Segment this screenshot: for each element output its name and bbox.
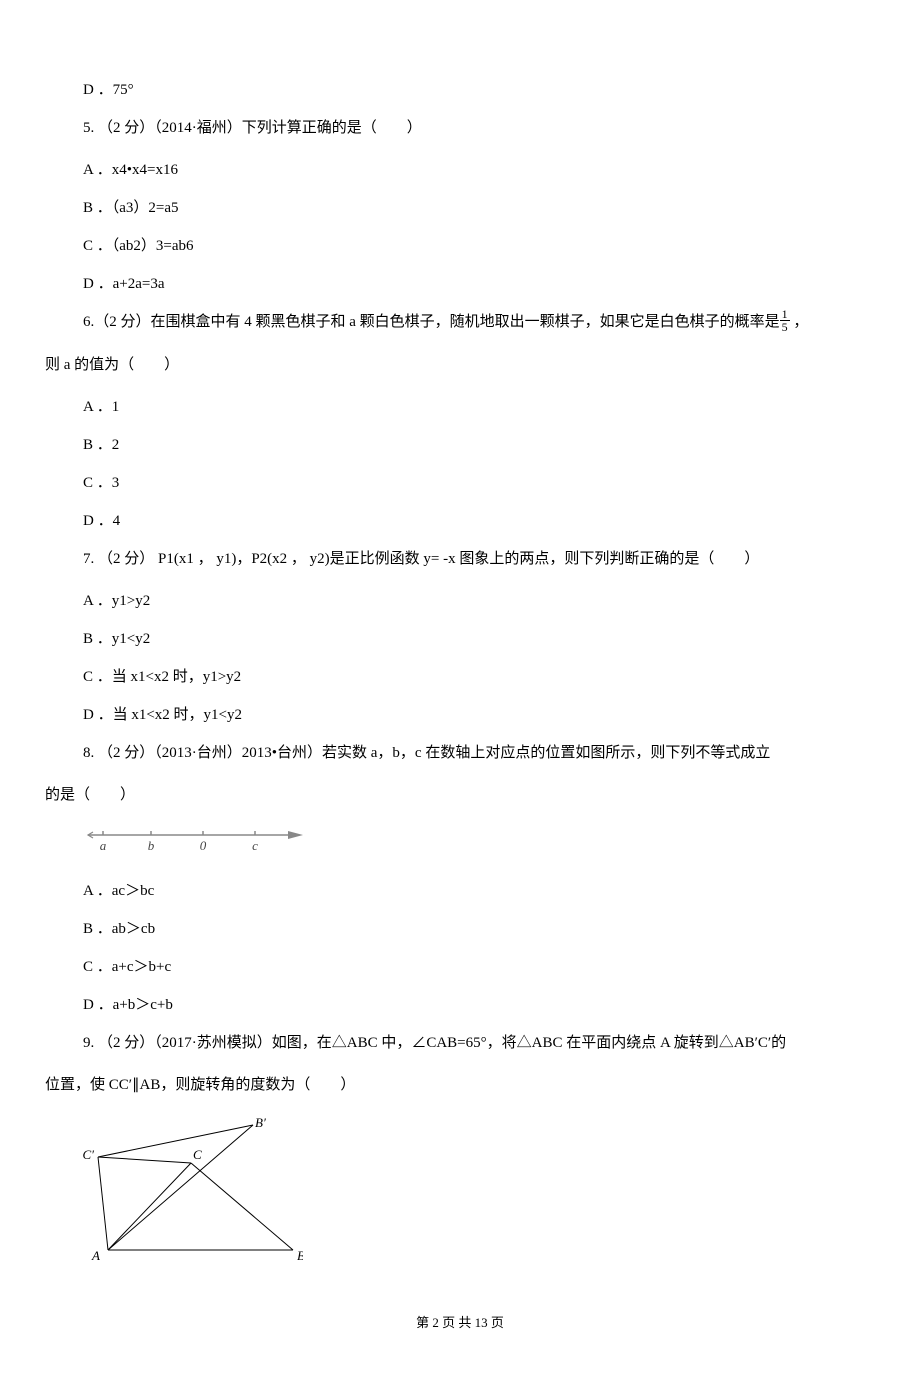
svg-text:c: c (252, 838, 258, 853)
svg-text:a: a (100, 838, 107, 853)
svg-text:A: A (91, 1248, 100, 1260)
q6-fraction: 15 (780, 308, 790, 333)
svg-text:b: b (148, 838, 155, 853)
q5-option-d: D ．a+2a=3a (45, 272, 875, 296)
svg-text:C′: C′ (83, 1147, 94, 1162)
q8-number-line: a b 0 c (83, 825, 875, 863)
q6-option-c: C ．3 (45, 471, 875, 495)
q8-stem-line2: 的是（ ） (45, 783, 875, 807)
svg-text:0: 0 (200, 838, 207, 853)
q5-option-b: B ．（a3）2=a5 (45, 196, 875, 220)
q6-option-a: A ．1 (45, 395, 875, 419)
q8-option-b: B ．ab＞cb (45, 917, 875, 941)
q4-option-d: D ．75° (45, 78, 875, 102)
q5-stem: 5. （2 分）（2014·福州）下列计算正确的是（ ） (45, 116, 875, 140)
q7-option-d: D ．当 x1<x2 时，y1<y2 (45, 703, 875, 727)
q6-fraction-den: 5 (780, 321, 790, 333)
q7-option-c: C ．当 x1<x2 时，y1>y2 (45, 665, 875, 689)
q9-figure: A B C C′ B′ (83, 1115, 875, 1268)
q7-option-a: A ．y1>y2 (45, 589, 875, 613)
q6-option-d: D ．4 (45, 509, 875, 533)
q6-stem-pre: 6.（2 分）在围棋盒中有 4 颗黑色棋子和 a 颗白色棋子，随机地取出一颗棋子… (83, 314, 780, 330)
q5-option-a: A ．x4•x4=x16 (45, 158, 875, 182)
q8-option-c: C ．a+c＞b+c (45, 955, 875, 979)
q8-option-a: A ．ac＞bc (45, 879, 875, 903)
q7-option-b: B ．y1<y2 (45, 627, 875, 651)
q6-stem-line2: 则 a 的值为（ ） (45, 353, 875, 377)
q8-stem: 8. （2 分）（2013·台州）2013•台州）若实数 a，b，c 在数轴上对… (45, 741, 875, 765)
q6-stem-post: ， (790, 314, 809, 330)
q6-stem: 6.（2 分）在围棋盒中有 4 颗黑色棋子和 a 颗白色棋子，随机地取出一颗棋子… (45, 310, 875, 335)
number-line-svg: a b 0 c (83, 825, 308, 855)
q9-stem: 9. （2 分）（2017·苏州模拟）如图，在△ABC 中，∠CAB=65°，将… (45, 1031, 875, 1055)
q6-option-b: B ．2 (45, 433, 875, 457)
q8-option-d: D ．a+b＞c+b (45, 993, 875, 1017)
svg-text:B′: B′ (255, 1115, 266, 1130)
page-footer: 第 2 页 共 13 页 (45, 1313, 875, 1334)
q7-stem: 7. （2 分） P1(x1 ， y1)，P2(x2 ， y2)是正比例函数 y… (45, 547, 875, 571)
svg-text:C: C (193, 1147, 202, 1162)
q9-stem-line2: 位置，使 CC′∥AB，则旋转角的度数为（ ） (45, 1073, 875, 1097)
rotation-figure-svg: A B C C′ B′ (83, 1115, 303, 1260)
q5-option-c: C ．（ab2）3=ab6 (45, 234, 875, 258)
svg-text:B: B (297, 1248, 303, 1260)
